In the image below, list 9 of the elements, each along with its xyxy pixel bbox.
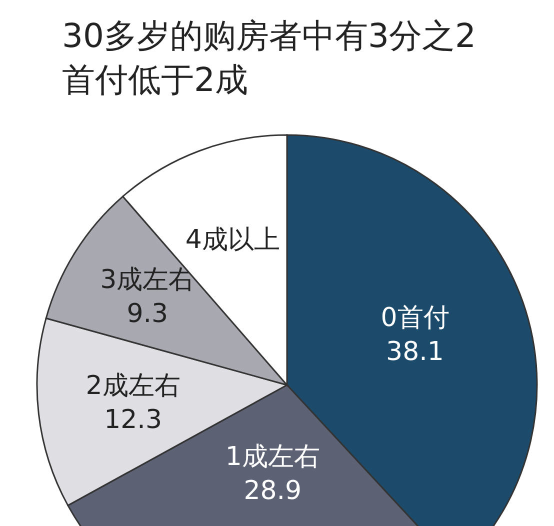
slice-label: 4成以上 — [185, 224, 280, 255]
slice-label: 1成左右 — [225, 442, 320, 472]
data-label: 38.1 — [386, 336, 444, 367]
slice-label: 2成左右 — [86, 370, 180, 401]
chart-title: 30多岁的购房者中有3分之2首付低于2成 — [62, 15, 477, 101]
data-label: 12.3 — [104, 404, 162, 435]
slice-label: 0首付 — [380, 302, 450, 333]
data-label: 28.9 — [244, 476, 302, 506]
data-label: 9.3 — [126, 299, 168, 330]
